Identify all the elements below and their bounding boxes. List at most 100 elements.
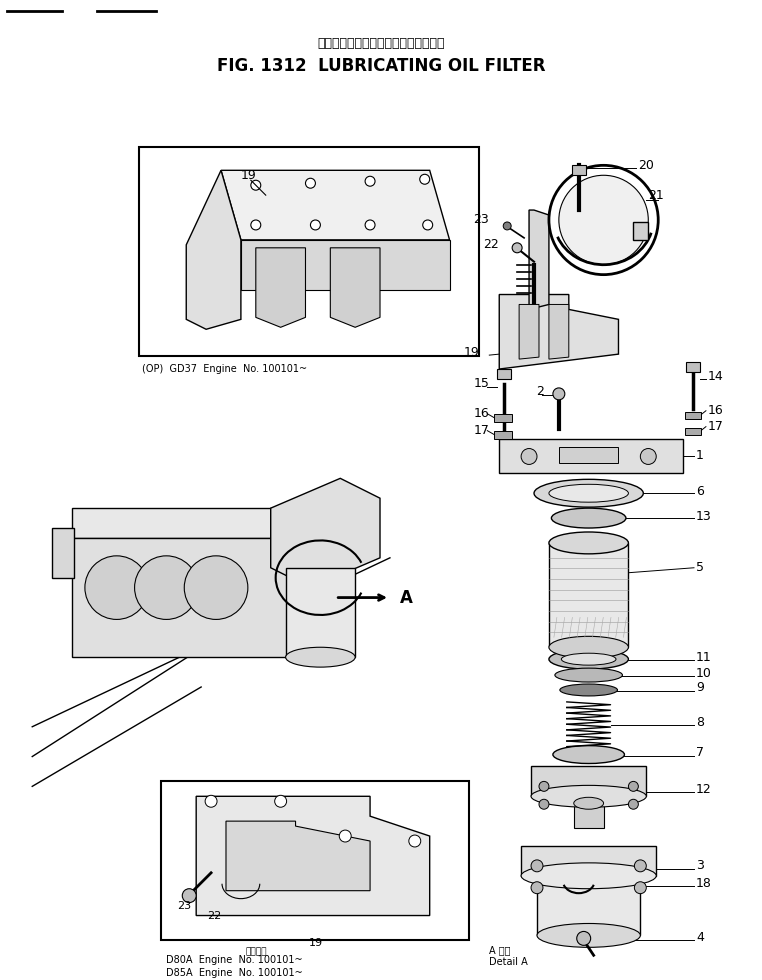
Text: 23: 23 bbox=[178, 901, 191, 910]
Text: 19: 19 bbox=[309, 939, 322, 949]
Circle shape bbox=[85, 556, 149, 619]
Circle shape bbox=[135, 556, 198, 619]
Circle shape bbox=[306, 178, 315, 188]
Circle shape bbox=[339, 830, 351, 842]
Text: 14: 14 bbox=[708, 370, 724, 383]
Polygon shape bbox=[499, 295, 619, 369]
Text: 21: 21 bbox=[648, 188, 664, 202]
Circle shape bbox=[184, 556, 248, 619]
Circle shape bbox=[182, 889, 196, 903]
Text: 18: 18 bbox=[696, 877, 712, 890]
Bar bbox=[574, 804, 604, 828]
Ellipse shape bbox=[549, 532, 629, 554]
Circle shape bbox=[420, 174, 430, 184]
Text: 17: 17 bbox=[473, 424, 489, 437]
Text: 13: 13 bbox=[696, 510, 712, 522]
Ellipse shape bbox=[521, 862, 656, 889]
Bar bbox=[685, 427, 701, 434]
Circle shape bbox=[409, 835, 421, 847]
Text: スケール: スケール bbox=[245, 948, 267, 956]
Text: 2: 2 bbox=[536, 385, 544, 399]
Circle shape bbox=[539, 781, 549, 791]
Circle shape bbox=[423, 220, 433, 230]
Circle shape bbox=[635, 859, 646, 872]
Polygon shape bbox=[241, 240, 450, 289]
Text: 11: 11 bbox=[696, 651, 712, 663]
Text: 19: 19 bbox=[463, 346, 479, 359]
Polygon shape bbox=[221, 171, 450, 240]
Text: A 詳細: A 詳細 bbox=[489, 946, 511, 955]
Ellipse shape bbox=[286, 647, 355, 667]
Text: ルーブリケーティングオイルフィルタ: ルーブリケーティングオイルフィルタ bbox=[317, 36, 445, 50]
Text: 10: 10 bbox=[696, 666, 712, 679]
Circle shape bbox=[559, 175, 648, 265]
Circle shape bbox=[539, 800, 549, 809]
Circle shape bbox=[365, 220, 375, 230]
Circle shape bbox=[629, 781, 639, 791]
Circle shape bbox=[251, 180, 261, 190]
Bar bbox=[286, 567, 355, 658]
Bar bbox=[139, 147, 479, 356]
Bar bbox=[162, 781, 469, 941]
Text: 16: 16 bbox=[473, 408, 489, 420]
Text: A: A bbox=[400, 589, 413, 607]
Text: 15: 15 bbox=[473, 377, 489, 390]
Text: 5: 5 bbox=[696, 562, 704, 574]
Text: 7: 7 bbox=[696, 746, 704, 760]
Text: 22: 22 bbox=[207, 910, 221, 920]
Ellipse shape bbox=[562, 654, 616, 665]
Ellipse shape bbox=[549, 636, 629, 659]
Bar bbox=[495, 430, 512, 439]
Circle shape bbox=[629, 800, 639, 809]
Ellipse shape bbox=[553, 746, 624, 763]
Circle shape bbox=[274, 796, 287, 808]
Circle shape bbox=[512, 243, 522, 253]
Text: 20: 20 bbox=[639, 159, 655, 171]
Ellipse shape bbox=[549, 649, 629, 669]
Text: 16: 16 bbox=[708, 405, 724, 417]
Circle shape bbox=[531, 882, 543, 894]
Circle shape bbox=[635, 882, 646, 894]
Ellipse shape bbox=[531, 785, 646, 808]
Bar bbox=[549, 543, 629, 647]
Polygon shape bbox=[226, 821, 370, 891]
Circle shape bbox=[553, 388, 565, 400]
Ellipse shape bbox=[555, 668, 623, 682]
Text: (OP)  GD37  Engine  No. 100101~: (OP) GD37 Engine No. 100101~ bbox=[142, 364, 306, 374]
Circle shape bbox=[310, 220, 320, 230]
Bar bbox=[686, 362, 700, 372]
Text: 9: 9 bbox=[696, 681, 704, 695]
Polygon shape bbox=[499, 439, 683, 473]
Text: 1: 1 bbox=[696, 449, 704, 462]
Polygon shape bbox=[256, 248, 306, 327]
Bar bbox=[521, 846, 656, 876]
Polygon shape bbox=[519, 305, 539, 359]
Polygon shape bbox=[559, 447, 619, 464]
Text: 6: 6 bbox=[696, 485, 704, 498]
Circle shape bbox=[251, 220, 261, 230]
Ellipse shape bbox=[549, 484, 629, 502]
Text: 17: 17 bbox=[708, 420, 724, 433]
Polygon shape bbox=[271, 478, 380, 588]
Circle shape bbox=[205, 796, 217, 808]
Circle shape bbox=[531, 859, 543, 872]
Bar bbox=[537, 876, 640, 935]
Bar bbox=[52, 528, 74, 577]
Bar bbox=[685, 412, 701, 418]
Text: 19: 19 bbox=[241, 169, 257, 181]
Polygon shape bbox=[529, 210, 549, 310]
Text: 4: 4 bbox=[696, 931, 704, 944]
Text: 22: 22 bbox=[484, 238, 499, 251]
Text: D85A  Engine  No. 100101~: D85A Engine No. 100101~ bbox=[166, 968, 303, 978]
Polygon shape bbox=[330, 248, 380, 327]
Polygon shape bbox=[196, 797, 430, 915]
Ellipse shape bbox=[552, 509, 626, 528]
Text: 3: 3 bbox=[696, 859, 704, 872]
Bar bbox=[633, 222, 648, 240]
Circle shape bbox=[521, 449, 537, 465]
Ellipse shape bbox=[534, 479, 643, 507]
Bar bbox=[531, 766, 646, 797]
Text: D80A  Engine  No. 100101~: D80A Engine No. 100101~ bbox=[166, 956, 303, 965]
Circle shape bbox=[577, 931, 591, 946]
Text: 8: 8 bbox=[696, 716, 704, 729]
